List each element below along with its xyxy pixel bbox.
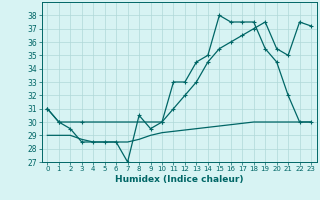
X-axis label: Humidex (Indice chaleur): Humidex (Indice chaleur) [115,175,244,184]
